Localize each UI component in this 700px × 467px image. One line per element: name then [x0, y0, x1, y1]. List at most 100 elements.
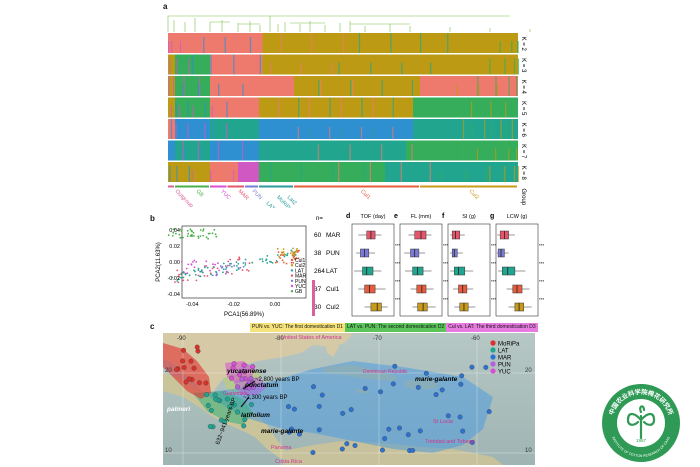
k-label: K = 4	[520, 80, 526, 95]
admixture-streak	[352, 144, 354, 161]
admixture-streak	[168, 76, 170, 96]
sample-point	[457, 414, 463, 420]
structure-segment	[385, 162, 518, 182]
row-n: 30	[314, 304, 322, 311]
sample-point	[405, 432, 411, 438]
pca-point	[292, 254, 295, 256]
pca-point	[211, 267, 214, 270]
significance: ***	[443, 297, 449, 302]
place-stlucia: St Lucia	[433, 419, 454, 425]
pca-point	[222, 271, 224, 274]
pca-point	[237, 268, 240, 270]
pca-point	[241, 269, 244, 271]
admixture-streak	[199, 76, 201, 96]
trait-letter: f	[442, 213, 445, 220]
admixture-streak	[311, 33, 313, 53]
pca-point	[179, 228, 182, 231]
admixture-streak	[175, 123, 177, 139]
structure-segment	[294, 76, 420, 96]
admixture-streak	[191, 54, 194, 75]
admixture-streak	[369, 162, 371, 182]
admixture-streak	[496, 140, 498, 161]
admixture-streak	[472, 37, 474, 53]
group-label: YUC	[219, 189, 231, 201]
admixture-streak	[233, 54, 235, 75]
group-bar	[175, 185, 209, 188]
admixture-streak	[485, 170, 487, 182]
place-guatemala: Guatemala	[223, 391, 248, 397]
pca-legend-label: GB	[295, 289, 303, 295]
sample-point	[213, 396, 219, 402]
sample-point	[222, 419, 227, 425]
name-latifolium: latifolium	[241, 412, 270, 419]
box	[370, 302, 382, 312]
pca-point	[235, 261, 238, 263]
pca-point	[271, 262, 274, 264]
admixture-streak	[456, 140, 458, 161]
pca-point	[179, 236, 182, 239]
pca-point	[190, 263, 193, 266]
pca-point	[277, 251, 280, 253]
pca-point	[181, 260, 183, 263]
pca-point	[211, 232, 214, 235]
sample-point	[186, 376, 192, 382]
row-n: 37	[314, 286, 322, 293]
pca-point	[202, 230, 204, 232]
structure-rows	[168, 33, 520, 182]
pca-point	[222, 268, 225, 271]
pca-legend-label: PUN	[295, 279, 306, 285]
pca-point	[227, 271, 229, 274]
pca-point	[286, 252, 289, 255]
pca-point	[177, 278, 180, 281]
sample-point	[417, 428, 423, 434]
row-n: 60	[314, 232, 322, 239]
sample-point	[433, 392, 439, 398]
box	[451, 230, 461, 240]
sample-point	[469, 439, 475, 445]
panel-b-label: b	[150, 214, 155, 223]
pca-ytick: -0.04	[167, 292, 180, 298]
admixture-streak	[504, 58, 506, 75]
admixture-streak	[447, 33, 449, 53]
pca-point	[187, 232, 190, 235]
admixture-streak	[514, 58, 516, 75]
row-n: 38	[314, 250, 322, 257]
lon-tick: -70	[373, 336, 382, 342]
sample-point	[378, 389, 383, 395]
pca-point	[210, 273, 212, 276]
sample-point	[460, 428, 466, 434]
pca-point	[189, 235, 192, 237]
pca-point	[188, 274, 191, 277]
admixture-streak	[478, 84, 480, 96]
pca-point	[180, 276, 182, 279]
sample-point	[239, 376, 245, 382]
sample-point	[248, 402, 254, 408]
admixture-streak	[511, 41, 513, 53]
sample-point	[483, 364, 489, 370]
pca-point	[244, 264, 247, 266]
group-label: Lat2	[286, 195, 298, 207]
sample-point	[439, 387, 445, 393]
admixture-streak	[168, 41, 170, 53]
pca-xlabel: PCA1(56.89%)	[224, 312, 264, 318]
lat-tick-right: 10	[525, 448, 532, 454]
group-bar	[420, 185, 517, 188]
sample-point	[397, 425, 402, 431]
pca-point	[278, 255, 280, 258]
admixture-streak	[175, 101, 177, 118]
trait-title: TOF (day)	[361, 214, 386, 220]
admixture-streak	[278, 97, 280, 118]
admixture-streak	[491, 37, 493, 53]
panel-c-label: c	[150, 322, 155, 331]
structure-segment	[413, 119, 518, 139]
structure-segment	[262, 33, 518, 53]
k-label: K = 5	[520, 101, 526, 116]
pca-point	[186, 279, 189, 281]
k-labels: K = 2 K = 3 K = 4 K = 5 K = 6 K = 7 K = 8 Group	[520, 37, 526, 206]
admixture-streak	[217, 140, 219, 161]
box	[416, 284, 427, 294]
structure-segment	[262, 76, 294, 96]
pca-point	[195, 279, 198, 282]
